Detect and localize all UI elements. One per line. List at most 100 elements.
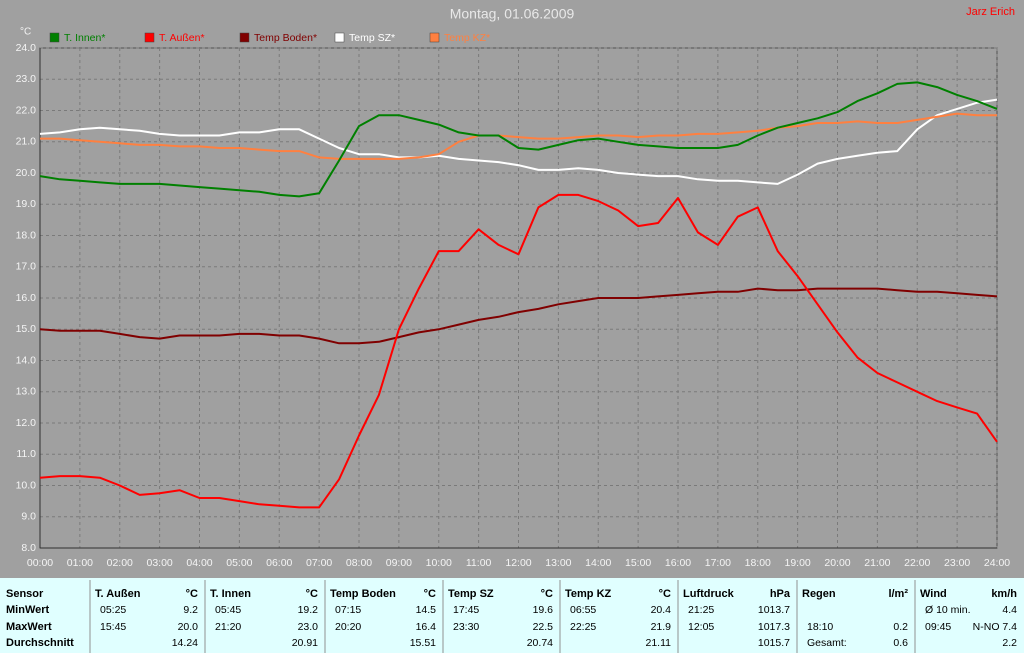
cell-label: 22:25	[570, 621, 596, 633]
y-tick-label: 15.0	[16, 323, 37, 335]
x-tick-label: 10:00	[426, 557, 452, 569]
cell-value: N-NO 7.4	[973, 621, 1018, 633]
cell-value: 20.4	[651, 604, 672, 616]
series-line	[39, 98, 998, 185]
legend-label: T. Außen*	[159, 32, 205, 44]
table-header: Sensor	[6, 588, 44, 600]
x-tick-label: 02:00	[107, 557, 133, 569]
column-unit: °C	[186, 588, 198, 600]
x-tick-label: 16:00	[665, 557, 691, 569]
cell-label: 21:25	[688, 604, 714, 616]
legend-label: Temp SZ*	[349, 32, 395, 44]
y-tick-label: 18.0	[16, 229, 37, 241]
cell-label: 17:45	[453, 604, 479, 616]
cell-value: 0.6	[893, 637, 908, 649]
cell-value: 16.4	[416, 621, 437, 633]
cell-label: Ø 10 min.	[925, 604, 971, 616]
cell-label: 18:10	[807, 621, 833, 633]
cell-value: 9.2	[183, 604, 198, 616]
y-tick-label: 21.0	[16, 136, 37, 148]
cell-value: 4.4	[1002, 604, 1017, 616]
series-line	[39, 287, 998, 345]
cell-value: 0.2	[893, 621, 908, 633]
row-label: Durchschnitt	[6, 637, 74, 649]
cell-value: 19.6	[533, 604, 554, 616]
cell-value: 2.2	[1002, 637, 1017, 649]
column-header: Luftdruck	[683, 588, 735, 600]
x-tick-label: 00:00	[27, 557, 53, 569]
cell-label: 05:25	[100, 604, 126, 616]
x-tick-label: 11:00	[466, 557, 492, 569]
x-tick-label: 23:00	[944, 557, 970, 569]
x-tick-label: 19:00	[784, 557, 810, 569]
cell-label: 07:15	[335, 604, 361, 616]
y-tick-label: 19.0	[16, 198, 37, 210]
x-tick-label: 03:00	[146, 557, 172, 569]
cell-value: 22.5	[533, 621, 554, 633]
x-tick-label: 13:00	[545, 557, 571, 569]
y-tick-label: 14.0	[16, 354, 37, 366]
legend-label: Temp KZ*	[444, 32, 490, 44]
series-line	[39, 193, 998, 509]
y-tick-label: 11.0	[16, 448, 36, 460]
y-tick-label: 20.0	[16, 167, 37, 179]
cell-value: 1013.7	[758, 604, 790, 616]
column-header: T. Außen	[95, 588, 141, 600]
y-axis-label: °C	[20, 27, 31, 38]
cell-label: 05:45	[215, 604, 241, 616]
legend-swatch	[239, 32, 250, 43]
cell-value: 14.24	[172, 637, 198, 649]
y-tick-label: 17.0	[16, 261, 37, 273]
column-header: Temp KZ	[565, 588, 612, 600]
x-tick-label: 22:00	[904, 557, 930, 569]
cell-value: 15.51	[410, 637, 436, 649]
y-tick-label: 8.0	[21, 542, 36, 554]
x-tick-label: 07:00	[306, 557, 332, 569]
cell-label: 20:20	[335, 621, 361, 633]
cell-value: 19.2	[298, 604, 319, 616]
cell-value: 21.11	[646, 637, 672, 649]
row-label: MaxWert	[6, 621, 52, 633]
column-unit: °C	[306, 588, 318, 600]
column-header: Regen	[802, 588, 836, 600]
cell-label: 06:55	[570, 604, 596, 616]
column-unit: km/h	[991, 588, 1017, 600]
y-tick-label: 16.0	[16, 292, 37, 304]
column-unit: l/m²	[888, 588, 908, 600]
column-unit: °C	[659, 588, 671, 600]
y-tick-label: 22.0	[16, 104, 37, 116]
legend-swatch	[429, 32, 440, 43]
legend-swatch	[144, 32, 155, 43]
cell-value: 20.74	[527, 637, 553, 649]
y-tick-label: 13.0	[16, 386, 37, 398]
stats-table-bg	[0, 578, 1024, 653]
x-tick-label: 18:00	[745, 557, 771, 569]
series-line	[40, 112, 997, 160]
column-header: T. Innen	[210, 588, 251, 600]
chart-title: Montag, 01.06.2009	[450, 6, 575, 22]
cell-label: 23:30	[453, 621, 479, 633]
column-header: Temp Boden	[330, 588, 396, 600]
cell-value: 1015.7	[758, 637, 790, 649]
cell-value: 20.0	[178, 621, 199, 633]
legend-swatch	[49, 32, 60, 43]
x-tick-label: 24:00	[984, 557, 1010, 569]
cell-value: 1017.3	[758, 621, 790, 633]
column-unit: °C	[424, 588, 436, 600]
column-header: Wind	[920, 588, 947, 600]
x-tick-label: 01:00	[67, 557, 93, 569]
y-tick-label: 23.0	[16, 73, 37, 85]
legend-label: T. Innen*	[64, 32, 105, 44]
cell-value: 20.91	[292, 637, 318, 649]
x-tick-label: 08:00	[346, 557, 372, 569]
x-tick-label: 17:00	[705, 557, 731, 569]
y-tick-label: 9.0	[21, 511, 36, 523]
y-tick-label: 12.0	[16, 417, 37, 429]
x-tick-label: 20:00	[824, 557, 850, 569]
x-tick-label: 05:00	[226, 557, 252, 569]
cell-label: 15:45	[100, 621, 126, 633]
y-tick-label: 10.0	[16, 479, 37, 491]
cell-value: 21.9	[651, 621, 672, 633]
x-tick-label: 14:00	[585, 557, 611, 569]
